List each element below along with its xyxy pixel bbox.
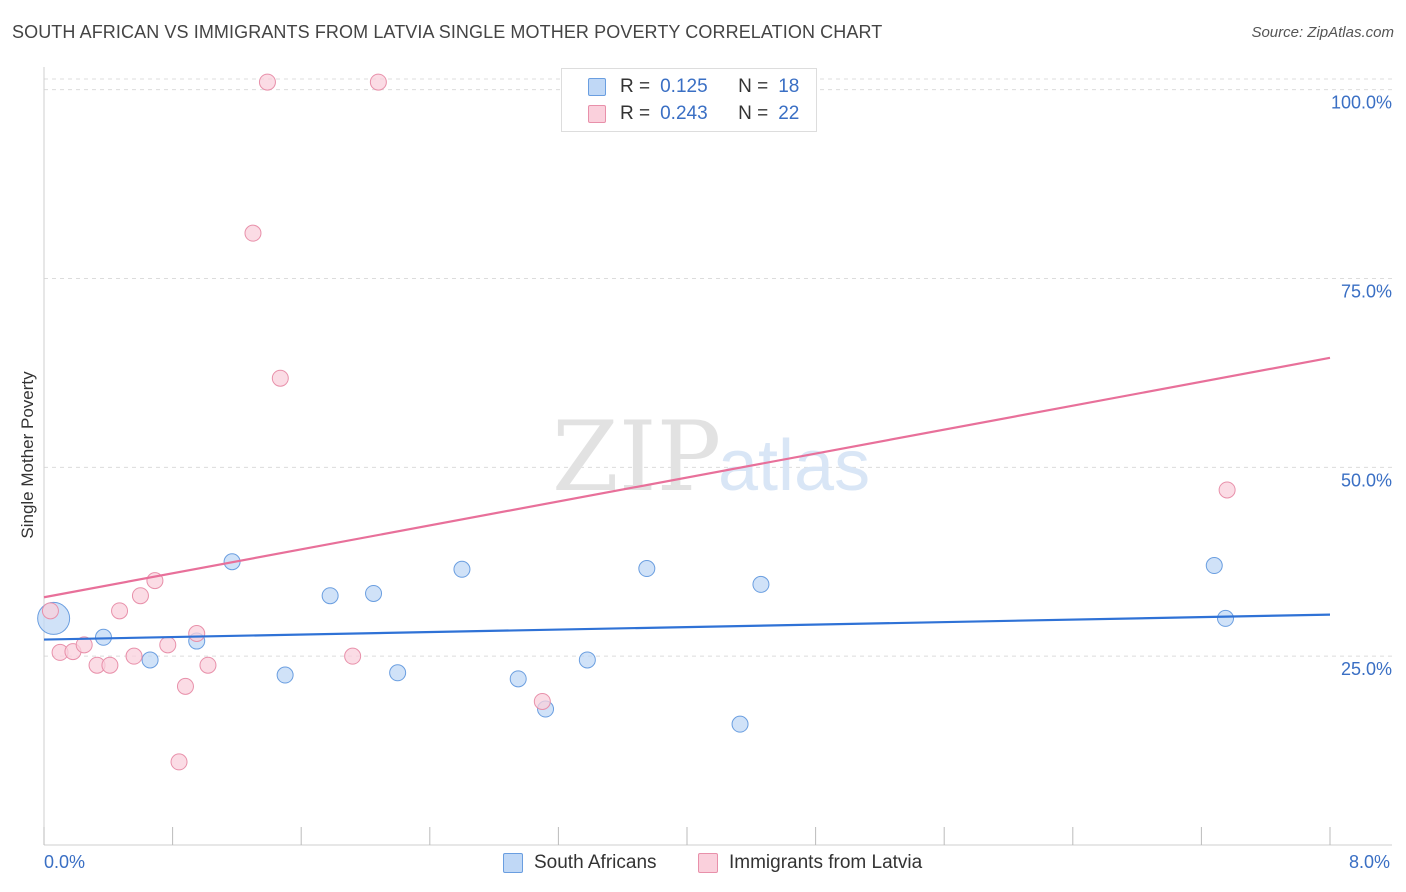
south-african-point: [731, 715, 749, 733]
series-legend-south-africans: South Africans: [503, 852, 657, 874]
series-swatch-blue: [503, 853, 523, 873]
series-swatch-pink: [698, 853, 718, 873]
south-african-point: [578, 651, 596, 669]
south-african-point: [321, 587, 339, 605]
latvia-point: [344, 647, 362, 665]
south-african-point: [453, 560, 471, 578]
legend-r-value: 0.125: [660, 76, 708, 97]
legend-row-latvia: R = 0.243 N = 22: [588, 101, 799, 127]
y-tick-labels: 25.0% 50.0% 75.0% 100.0%: [1331, 93, 1392, 680]
south-african-point: [752, 575, 770, 593]
south-african-point: [141, 651, 159, 669]
legend-n-value: 22: [778, 103, 800, 124]
legend-r-label: R =: [620, 103, 651, 124]
x-tick-label-max: 8.0%: [1349, 852, 1391, 872]
south-african-point: [638, 560, 656, 578]
latvia-point: [170, 753, 188, 771]
latvia-point: [131, 587, 149, 605]
legend-row-south-africans: R = 0.125 N = 18: [588, 74, 799, 100]
south-african-point: [276, 666, 294, 684]
latvia-trend-line: [43, 356, 1331, 599]
y-tick-label: 75.0%: [1341, 281, 1392, 301]
y-axis-label: Single Mother Poverty: [18, 371, 37, 539]
latvia-point: [41, 602, 59, 620]
axes: [43, 67, 1392, 846]
south-african-point: [1205, 557, 1223, 575]
latvia-point: [125, 647, 143, 665]
legend-n-value: 18: [778, 76, 800, 97]
latvia-point: [199, 656, 217, 674]
latvia-point: [533, 692, 551, 710]
latvia-point: [188, 625, 206, 643]
latvia-point: [271, 369, 289, 387]
series-legend-latvia: Immigrants from Latvia: [698, 852, 922, 874]
watermark-atlas: atlas: [718, 426, 870, 506]
x-tick-label-min: 0.0%: [44, 852, 86, 872]
south-african-point: [365, 584, 383, 602]
y-tick-label: 100.0%: [1331, 93, 1392, 113]
series-label: South Africans: [534, 852, 657, 873]
series-legend: South Africans Immigrants from Latvia: [0, 852, 1406, 878]
latvia-point: [176, 677, 194, 695]
legend-n-label: N =: [738, 103, 769, 124]
latvia-point: [101, 656, 119, 674]
y-tick-label: 25.0%: [1341, 659, 1392, 679]
latvia-point: [244, 224, 262, 242]
gridlines: [44, 78, 1392, 657]
legend-swatch-pink: [588, 105, 606, 123]
latvia-point: [111, 602, 129, 620]
legend-r-value: 0.243: [660, 103, 708, 124]
south-african-trend-line: [43, 613, 1331, 641]
legend-swatch-blue: [588, 78, 606, 96]
legend-r-label: R =: [620, 76, 651, 97]
source-credit: Source: ZipAtlas.com: [1251, 24, 1394, 41]
south-african-point: [509, 670, 527, 688]
latvia-point: [75, 636, 93, 654]
y-tick-label: 50.0%: [1341, 470, 1392, 490]
stats-legend: R = 0.125 N = 18 R = 0.243 N = 22: [561, 68, 817, 132]
south-african-point: [389, 664, 407, 682]
south-african-point: [1217, 609, 1235, 627]
legend-n-label: N =: [738, 76, 769, 97]
latvia-point: [1218, 481, 1236, 499]
series-label: Immigrants from Latvia: [729, 852, 923, 873]
watermark-zip: ZIP: [552, 401, 721, 513]
latvia-point: [369, 73, 387, 91]
latvia-point: [159, 636, 177, 654]
trend-lines: [43, 356, 1331, 641]
latvia-point: [258, 73, 276, 91]
chart-title: SOUTH AFRICAN VS IMMIGRANTS FROM LATVIA …: [12, 22, 883, 42]
